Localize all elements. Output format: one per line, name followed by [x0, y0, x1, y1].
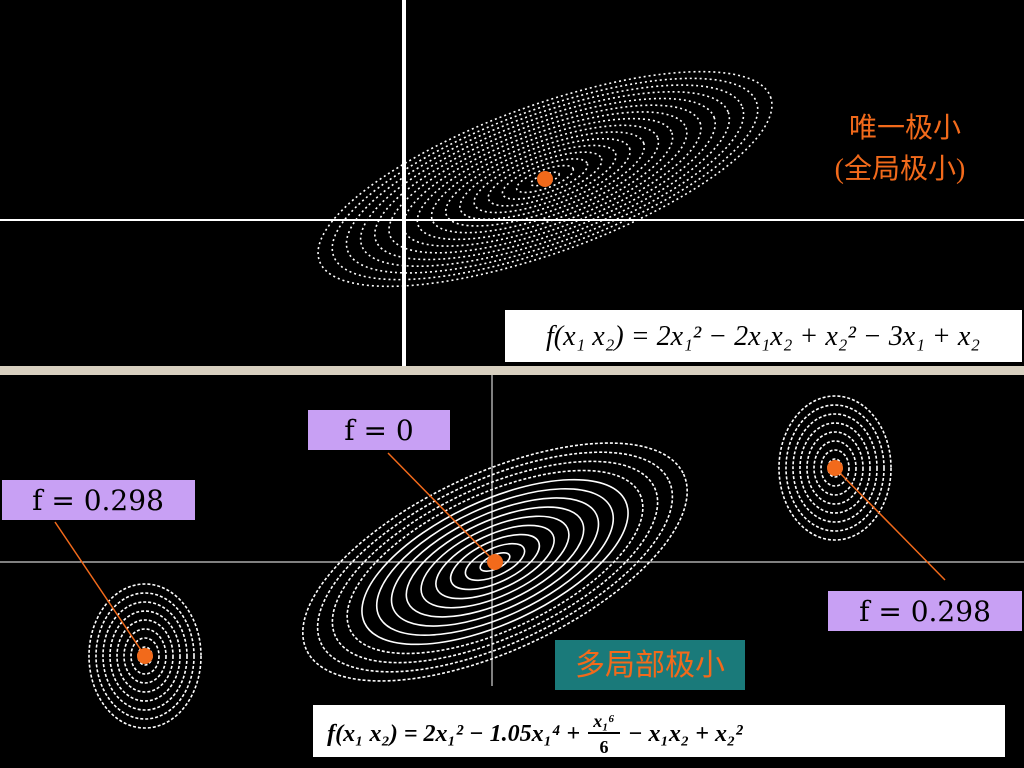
formula: f(x₁ x₂) = 2x₁² − 1.05x₁⁴ + [327, 721, 580, 747]
contour [813, 440, 857, 496]
contour [444, 131, 646, 227]
contour [430, 124, 660, 234]
formula: − x₁x₂ + x₂² [628, 721, 743, 747]
contour [501, 158, 589, 200]
contour [359, 90, 731, 268]
caption-box [555, 640, 745, 690]
label: 唯一极小 [849, 112, 961, 144]
minimum-point [827, 460, 843, 476]
pointer [54, 521, 146, 657]
contour [459, 137, 631, 221]
pointer [387, 452, 496, 563]
contour [473, 144, 617, 214]
contour [116, 619, 174, 693]
label-box [828, 591, 1022, 631]
label: f = 0 [344, 414, 413, 447]
label-box [2, 480, 195, 520]
contour [416, 117, 674, 241]
formula-numerator: x₁⁶ [592, 711, 615, 731]
contour [515, 164, 575, 194]
contour [374, 97, 716, 261]
contour [402, 111, 688, 247]
contour [792, 413, 878, 523]
contour [449, 533, 541, 591]
contour [785, 404, 885, 532]
contour [302, 442, 688, 682]
contour [109, 610, 181, 702]
contour [345, 84, 745, 274]
minimum-point [537, 171, 553, 187]
formula-box [313, 705, 1005, 757]
formula-denominator: 6 [600, 737, 609, 757]
separator [0, 366, 1024, 375]
label: (全局极小) [835, 153, 966, 185]
contour [799, 422, 871, 514]
contour [420, 515, 570, 609]
caption: 多局部极小 [575, 649, 725, 682]
contour [464, 542, 526, 582]
contour [390, 497, 600, 627]
contour [806, 431, 864, 505]
contour [778, 395, 892, 541]
contour [316, 451, 674, 673]
contour [375, 488, 615, 636]
formula: f(x₁ x₂) = 2x₁² − 2x₁x₂ + x₂² − 3x₁ + x₂ [546, 321, 980, 352]
minimum-point [487, 554, 503, 570]
contour [388, 104, 702, 254]
contour [102, 601, 188, 711]
minimum-point [137, 648, 153, 664]
contour [346, 469, 644, 655]
contour [130, 637, 160, 675]
contour [820, 449, 850, 487]
label: f = 0.298 [859, 595, 991, 628]
pointer [834, 467, 946, 581]
contour [361, 478, 629, 646]
contour [331, 460, 659, 664]
label: f = 0.298 [32, 484, 164, 517]
contour [435, 524, 555, 600]
label-box [308, 410, 450, 450]
contours [88, 70, 892, 729]
contour [88, 583, 202, 729]
contour [95, 592, 195, 720]
contour [331, 77, 759, 281]
contour [123, 628, 167, 684]
contour [405, 506, 585, 618]
contour [317, 70, 773, 288]
formula-box [505, 310, 1022, 362]
